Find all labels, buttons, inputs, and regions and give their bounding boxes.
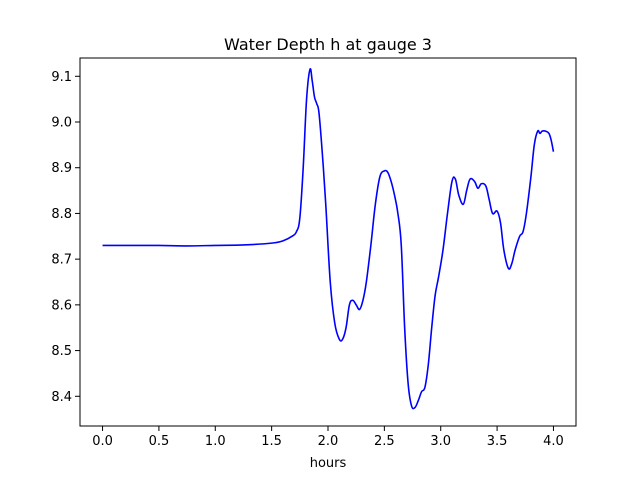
- y-tick-label: 9.0: [51, 116, 72, 131]
- y-tick-label: 8.4: [51, 390, 72, 405]
- y-tick-label: 8.5: [51, 344, 72, 359]
- series-line-water-depth: [102, 67, 555, 410]
- x-tick-label: 0.0: [92, 434, 113, 449]
- x-tick-label: 3.0: [430, 434, 451, 449]
- y-tick-label: 9.1: [51, 70, 72, 85]
- y-tick-label: 8.9: [51, 161, 72, 176]
- plot-frame: [79, 57, 577, 427]
- y-tick-label: 8.7: [51, 253, 72, 268]
- x-tick-label: 3.5: [487, 434, 508, 449]
- x-tick-label: 1.5: [261, 434, 282, 449]
- y-axis-ticks: 8.4 8.5 8.6 8.7 8.8 8.9 9.0 9.1: [51, 70, 80, 405]
- chart-title: Water Depth h at gauge 3: [224, 35, 432, 54]
- y-tick-label: 8.6: [51, 298, 72, 313]
- x-tick-label: 1.0: [205, 434, 226, 449]
- y-tick-label: 8.8: [51, 207, 72, 222]
- x-tick-label: 0.5: [149, 434, 170, 449]
- x-tick-label: 2.0: [318, 434, 339, 449]
- x-axis-label: hours: [310, 456, 347, 471]
- x-axis-ticks: 0.0 0.5 1.0 1.5 2.0 2.5 3.0 3.5 4.0: [92, 426, 564, 449]
- x-tick-label: 4.0: [543, 434, 564, 449]
- x-tick-label: 2.5: [374, 434, 395, 449]
